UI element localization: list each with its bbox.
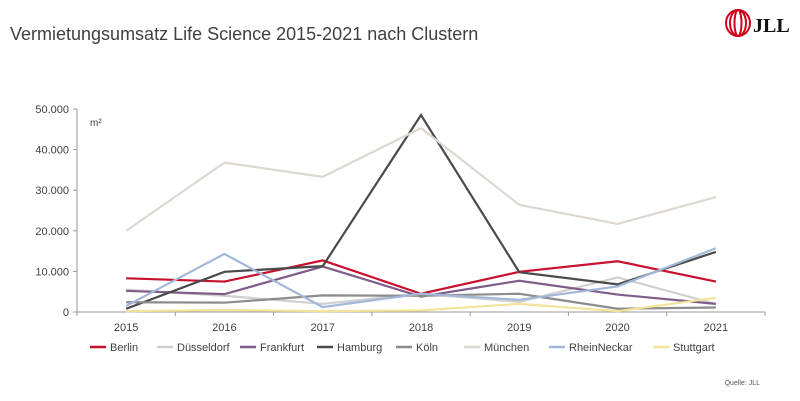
y-tick-label: 40.000 [35,145,69,157]
x-tick-label: 2018 [409,322,433,334]
legend-label: Berlin [110,342,138,354]
x-tick-label: 2017 [310,322,334,334]
series-line-köln [126,292,716,310]
y-tick-label: 20.000 [35,226,69,238]
x-tick-label: 2019 [507,322,531,334]
y-tick-label: 50.000 [35,104,69,116]
legend-label: Düsseldorf [177,342,231,354]
legend-label: Stuttgart [673,342,715,354]
legend-label: München [484,342,529,354]
legend-label: Köln [416,342,438,354]
series-line-stuttgart [126,296,717,313]
y-axis-unit: m² [90,118,102,129]
series-line-hamburg [125,113,717,310]
jll-logo: JLL [725,9,790,37]
x-tick-label: 2021 [704,322,728,334]
page-title: Vermietungsumsatz Life Science 2015-2021… [10,24,479,44]
legend-label: Hamburg [337,342,382,354]
legend-label: Frankfurt [260,342,304,354]
legend-label: RheinNeckar [569,342,633,354]
svg-text:JLL: JLL [753,15,790,37]
series-line-frankfurt [126,265,716,305]
x-tick-label: 2020 [605,322,629,334]
source-note: Quelle: JLL [724,380,760,387]
y-tick-label: 0 [63,307,69,319]
y-tick-label: 30.000 [35,185,69,197]
series-line-rheinneckar [125,247,717,309]
series-line-münchen [125,126,717,232]
series-line-berlin [126,259,717,295]
y-tick-label: 10.000 [35,266,69,278]
x-tick-label: 2016 [212,322,236,334]
x-tick-label: 2015 [114,322,138,334]
